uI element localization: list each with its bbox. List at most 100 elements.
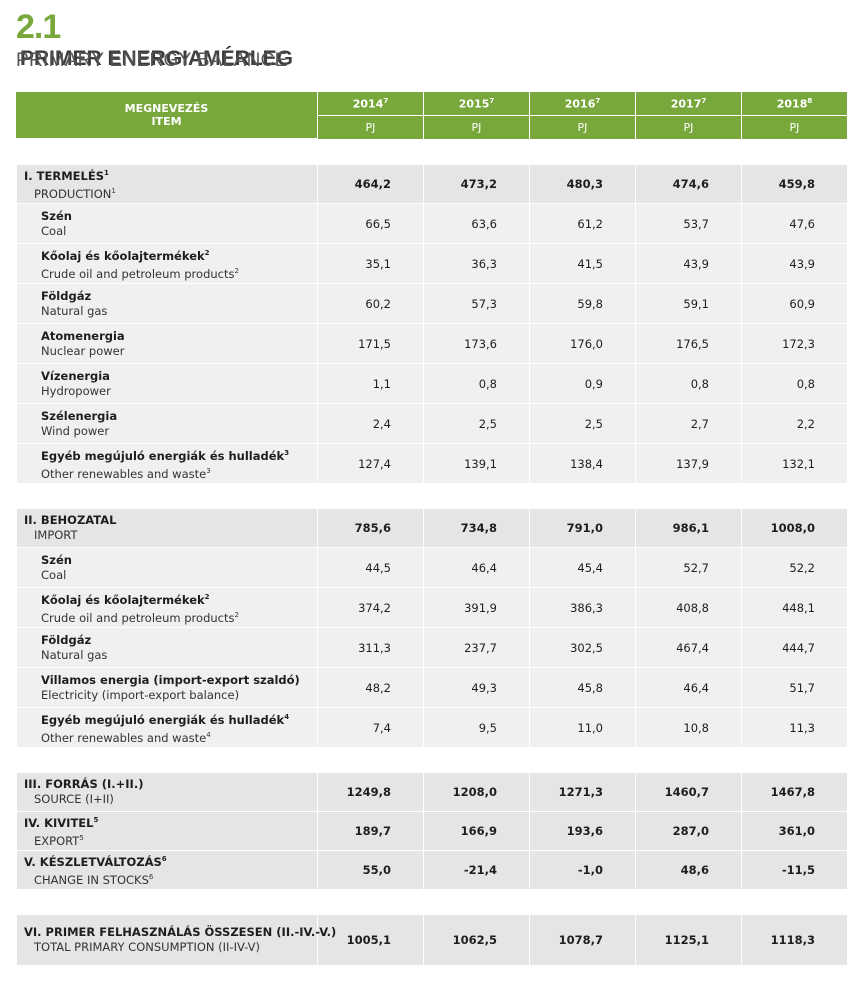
value-cell: 49,3 (423, 667, 529, 707)
row-label: Szén Coal (16, 547, 317, 587)
value-cell: 2,5 (423, 403, 529, 443)
table-row-total: IV. KIVITEL5 EXPORT5 189,7 166,9 193,6 287,0 3… (16, 811, 847, 850)
row-label-en: Hydropower (41, 383, 111, 398)
row-label: Egyéb megújuló energiák és hulladék4 Othe… (16, 707, 317, 747)
table-row: Földgáz Natural gas 311,3 237,7 302,5 467,4 44… (16, 627, 847, 667)
value-cell: 459,8 (741, 164, 847, 203)
row-label: Szén Coal (16, 203, 317, 243)
value-cell: 1208,0 (423, 772, 529, 811)
row-label-en: Crude oil and petroleum products2 (41, 610, 239, 625)
value-cell: 45,8 (529, 667, 635, 707)
spacer-row (16, 747, 847, 772)
value-cell: 48,6 (635, 850, 741, 889)
value-cell: 1460,7 (635, 772, 741, 811)
row-label-hu: V. KÉSZLETVÁLTOZÁS6 (24, 855, 167, 869)
spacer-row (16, 483, 847, 508)
unit-header: PJ (317, 116, 423, 139)
row-label: I. TERMELÉS1 PRODUCTION1 (16, 164, 317, 203)
row-label-hu: II. BEHOZATAL (24, 513, 117, 527)
value-cell: 361,0 (741, 811, 847, 850)
value-cell: 2,2 (741, 403, 847, 443)
footnote-marker: 4 (284, 712, 290, 721)
value-cell: 474,6 (635, 164, 741, 203)
row-label: Atomenergia Nuclear power (16, 323, 317, 363)
row-label: VI. PRIMER FELHASZNÁLÁS ÖSSZESEN (II.-IV… (16, 914, 337, 965)
value-cell: 61,2 (529, 203, 635, 243)
row-label: Szélenergia Wind power (16, 403, 317, 443)
row-label: Vízenergia Hydropower (16, 363, 317, 403)
footnote-marker: 4 (206, 730, 211, 739)
footnote-marker: 6 (161, 855, 167, 864)
value-cell: 287,0 (635, 811, 741, 850)
value-cell: 464,2 (317, 164, 423, 203)
value-cell: 448,1 (741, 587, 847, 627)
section-number: 2.1 (16, 8, 61, 46)
row-label: IV. KIVITEL5 EXPORT5 (16, 811, 317, 850)
value-cell: 36,3 (423, 243, 529, 283)
value-cell: 391,9 (423, 587, 529, 627)
table-row: Vízenergia Hydropower 1,1 0,8 0,9 0,8 0,8 (16, 363, 847, 403)
value-cell: 55,0 (317, 850, 423, 889)
row-label-hu: Szélenergia (41, 408, 118, 423)
footnote-marker: 2 (234, 610, 239, 619)
table-row: Szén Coal 66,5 63,6 61,2 53,7 47,6 (16, 203, 847, 243)
table-row: Szén Coal 44,5 46,4 45,4 52,7 52,2 (16, 547, 847, 587)
value-cell: -1,0 (529, 850, 635, 889)
page-title: 2.1 PRIMER ENERGIAMÉRLEG (16, 8, 293, 71)
value-cell: 467,4 (635, 627, 741, 667)
value-cell: 60,9 (741, 283, 847, 323)
row-label-en: Crude oil and petroleum products2 (41, 266, 239, 281)
table-header: MEGNEVEZÉS ITEM 20147 20157 20167 20177 … (16, 92, 847, 139)
row-label-en: IMPORT (34, 528, 78, 542)
row-label-hu: Szén (41, 552, 72, 567)
value-cell: -11,5 (741, 850, 847, 889)
row-label-en: EXPORT5 (34, 833, 84, 848)
row-label-en: PRODUCTION1 (34, 186, 116, 201)
value-cell: 302,5 (529, 627, 635, 667)
value-cell: 7,4 (317, 707, 423, 747)
footnote-marker: 2 (204, 248, 210, 257)
value-cell: 63,6 (423, 203, 529, 243)
row-label-hu: Földgáz (41, 288, 92, 303)
value-cell: 176,0 (529, 323, 635, 363)
table-row-total: III. FORRÁS (I.+II.) SOURCE (I+II) 1249,8 1… (16, 772, 847, 811)
value-cell: 138,4 (529, 443, 635, 483)
row-label-en: TOTAL PRIMARY CONSUMPTION (II-IV-V) (34, 940, 260, 954)
value-cell: 176,5 (635, 323, 741, 363)
row-label-hu: Vízenergia (41, 368, 110, 383)
footnote-marker: 5 (93, 816, 99, 825)
row-label-en: Natural gas (41, 303, 108, 318)
value-cell: 53,7 (635, 203, 741, 243)
unit-header: PJ (529, 116, 635, 139)
table-row: Egyéb megújuló energiák és hulladék4 Othe… (16, 707, 847, 747)
value-cell: 9,5 (423, 707, 529, 747)
row-label: Földgáz Natural gas (16, 627, 317, 667)
row-label-en: Natural gas (41, 647, 108, 662)
table-row-total: II. BEHOZATAL IMPORT 785,6 734,8 791,0 986,1 1… (16, 508, 847, 547)
row-label: Kőolaj és kőolajtermékek2 Crude oil and p… (16, 243, 317, 283)
row-label-hu: VI. PRIMER FELHASZNÁLÁS ÖSSZESEN (II.-IV… (24, 925, 337, 939)
row-label: V. KÉSZLETVÁLTOZÁS6 CHANGE IN STOCKS6 (16, 850, 317, 889)
value-cell: 10,8 (635, 707, 741, 747)
row-label-hu: Egyéb megújuló energiák és hulladék4 (41, 712, 290, 727)
value-cell: 1125,1 (635, 914, 741, 965)
value-cell: 408,8 (635, 587, 741, 627)
table-row: Villamos energia (import-export szaldó) E… (16, 667, 847, 707)
footnote-marker: 1 (111, 187, 116, 195)
row-label-en: CHANGE IN STOCKS6 (34, 872, 154, 887)
table-row: Kőolaj és kőolajtermékek2 Crude oil and p… (16, 587, 847, 627)
value-cell: 189,7 (317, 811, 423, 850)
value-cell: -21,4 (423, 850, 529, 889)
table-row-total: I. TERMELÉS1 PRODUCTION1 464,2 473,2 480,3 47… (16, 164, 847, 203)
row-label: Egyéb megújuló energiák és hulladék3 Othe… (16, 443, 317, 483)
value-cell: 59,8 (529, 283, 635, 323)
value-cell: 35,1 (317, 243, 423, 283)
row-label-hu: I. TERMELÉS1 (24, 169, 109, 183)
value-cell: 51,7 (741, 667, 847, 707)
value-cell: 1467,8 (741, 772, 847, 811)
footnote-marker: 2 (234, 266, 239, 275)
value-cell: 1005,1 (317, 914, 423, 965)
value-cell: 0,9 (529, 363, 635, 403)
footnote-marker: 1 (103, 169, 109, 178)
value-cell: 127,4 (317, 443, 423, 483)
